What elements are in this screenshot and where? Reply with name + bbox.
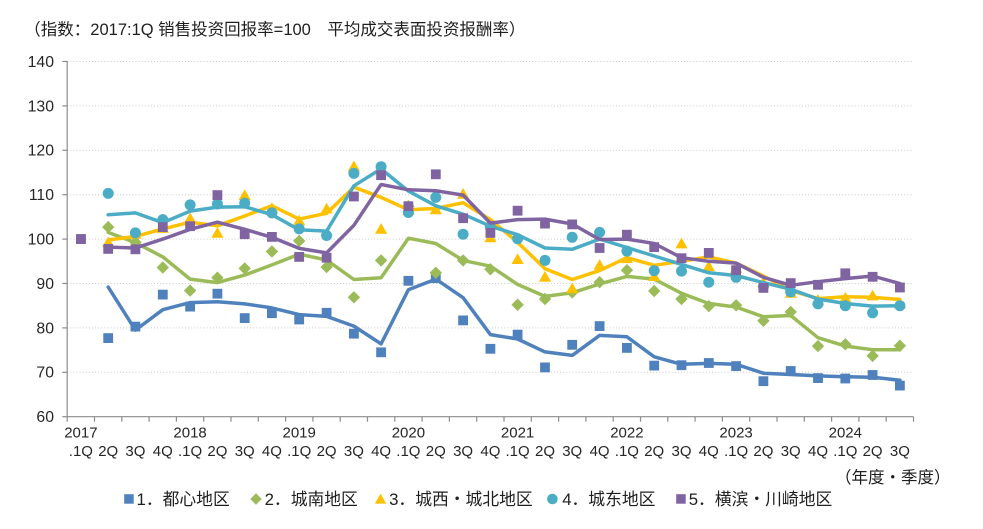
svg-text:120: 120 bbox=[28, 143, 55, 160]
svg-text:2Q: 2Q bbox=[753, 443, 773, 460]
svg-text:100: 100 bbox=[28, 232, 55, 249]
svg-text:.1Q: .1Q bbox=[69, 443, 93, 460]
svg-text:2Q: 2Q bbox=[98, 443, 118, 460]
svg-text:3Q: 3Q bbox=[235, 443, 255, 460]
svg-text:80: 80 bbox=[36, 320, 54, 337]
svg-text:2．城南地区: 2．城南地区 bbox=[265, 490, 358, 509]
svg-text:（年度・季度）: （年度・季度） bbox=[835, 468, 951, 487]
svg-text:2017: 2017 bbox=[64, 425, 97, 442]
svg-text:4Q: 4Q bbox=[262, 443, 282, 460]
svg-text:4Q: 4Q bbox=[371, 443, 391, 460]
svg-text:.1Q: .1Q bbox=[396, 443, 420, 460]
svg-text:2Q: 2Q bbox=[644, 443, 664, 460]
svg-text:2Q: 2Q bbox=[207, 443, 227, 460]
svg-text:3Q: 3Q bbox=[562, 443, 582, 460]
svg-text:140: 140 bbox=[28, 54, 55, 71]
svg-text:.1Q: .1Q bbox=[178, 443, 202, 460]
svg-text:60: 60 bbox=[36, 409, 54, 426]
svg-text:3．城西・城北地区: 3．城西・城北地区 bbox=[389, 490, 533, 509]
svg-text:4Q: 4Q bbox=[480, 443, 500, 460]
svg-text:2Q: 2Q bbox=[863, 443, 883, 460]
svg-text:3Q: 3Q bbox=[344, 443, 364, 460]
svg-text:3Q: 3Q bbox=[890, 443, 910, 460]
svg-text:2Q: 2Q bbox=[535, 443, 555, 460]
svg-text:.1Q: .1Q bbox=[833, 443, 857, 460]
svg-text:2018: 2018 bbox=[173, 425, 206, 442]
svg-text:4Q: 4Q bbox=[808, 443, 828, 460]
svg-text:.1Q: .1Q bbox=[615, 443, 639, 460]
svg-text:4．城东地区: 4．城东地区 bbox=[562, 490, 655, 509]
svg-text:2019: 2019 bbox=[283, 425, 316, 442]
svg-text:2020: 2020 bbox=[392, 425, 425, 442]
svg-text:2024: 2024 bbox=[829, 425, 862, 442]
svg-text:2Q: 2Q bbox=[426, 443, 446, 460]
svg-text:3Q: 3Q bbox=[781, 443, 801, 460]
svg-text:（指数：2017:1Q 销售投资回报率=100 平均成交表面: （指数：2017:1Q 销售投资回报率=100 平均成交表面投资报酬率） bbox=[24, 20, 525, 39]
svg-text:5．横滨・川崎地区: 5．横滨・川崎地区 bbox=[689, 490, 833, 509]
svg-text:4Q: 4Q bbox=[699, 443, 719, 460]
svg-text:2023: 2023 bbox=[719, 425, 752, 442]
svg-text:130: 130 bbox=[28, 98, 55, 115]
svg-text:4Q: 4Q bbox=[153, 443, 173, 460]
svg-text:2022: 2022 bbox=[610, 425, 643, 442]
svg-text:.1Q: .1Q bbox=[287, 443, 311, 460]
svg-text:.1Q: .1Q bbox=[724, 443, 748, 460]
svg-text:2Q: 2Q bbox=[317, 443, 337, 460]
svg-text:3Q: 3Q bbox=[671, 443, 691, 460]
svg-text:70: 70 bbox=[36, 365, 54, 382]
svg-text:4Q: 4Q bbox=[590, 443, 610, 460]
svg-text:3Q: 3Q bbox=[125, 443, 145, 460]
svg-text:90: 90 bbox=[36, 276, 54, 293]
svg-text:.1Q: .1Q bbox=[506, 443, 530, 460]
svg-text:3Q: 3Q bbox=[453, 443, 473, 460]
svg-text:110: 110 bbox=[29, 187, 54, 204]
svg-text:2021: 2021 bbox=[501, 425, 534, 442]
svg-text:1．都心地区: 1．都心地区 bbox=[137, 490, 230, 509]
